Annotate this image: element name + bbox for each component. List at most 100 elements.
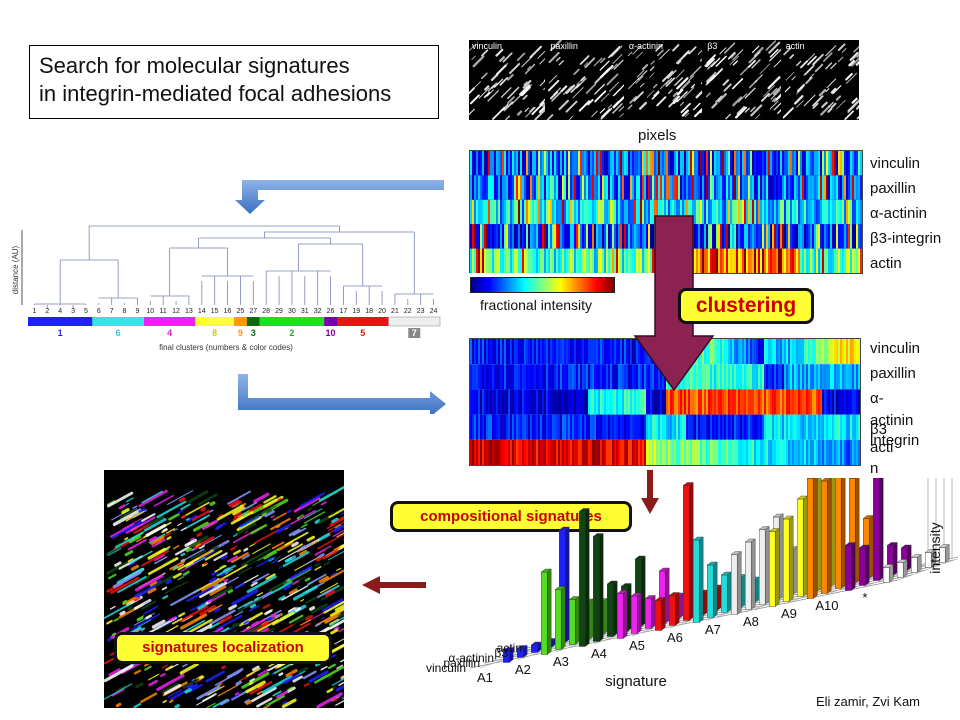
clustering-arrow — [633, 215, 715, 392]
cluster-number: 9 — [238, 328, 243, 338]
bar-A7-1 — [744, 538, 756, 610]
bar-A7-0 — [730, 551, 742, 615]
protein-label: α-actinin — [870, 205, 928, 222]
chart-ylabel: intensity — [927, 522, 943, 573]
image-panel-label: paxillin — [550, 41, 578, 51]
dendrogram-leaf-label: 26 — [327, 308, 335, 315]
title-line-2: in integrin-mediated focal adhesions — [39, 81, 392, 106]
dendrogram-leaf-label: 24 — [430, 308, 438, 315]
dendrogram-leaf-label: 3 — [71, 308, 75, 315]
bar-A7-2 — [758, 526, 770, 605]
signatures-localization-callout: signatures localization — [114, 632, 332, 664]
bar-*-1 — [896, 559, 908, 578]
compositional-signatures-callout: compositional signatures — [390, 501, 632, 532]
dendrogram-leaf-label: 32 — [314, 308, 322, 315]
bar-A2-0 — [540, 568, 552, 655]
bar-A10-2 — [873, 478, 884, 581]
dendrogram-leaf-label: 23 — [417, 308, 425, 315]
bar-A6-1 — [706, 561, 718, 618]
image-panel-actinin: α-actinin — [626, 40, 703, 120]
dendrogram-leaf-label: 13 — [185, 308, 193, 315]
dendrogram-leaf-label: 4 — [58, 308, 62, 315]
category-label: A3 — [553, 654, 569, 669]
dendrogram-leaf-label: 17 — [340, 308, 348, 315]
dendrogram-leaf-label: 18 — [365, 308, 373, 315]
dendrogram-leaf-label: 8 — [123, 308, 127, 315]
bar-A1-1 — [516, 645, 528, 658]
bar-A8-1 — [782, 515, 794, 602]
bar-A1-4 — [558, 526, 570, 643]
cluster-number: 6 — [116, 328, 121, 338]
bar-A5-1 — [668, 592, 680, 626]
dendrogram-leaf-label: 11 — [160, 308, 167, 315]
protein-label: actin — [870, 255, 902, 272]
credit: Eli zamir, Zvi Kam — [816, 694, 921, 709]
dendrogram-leaf-label: 19 — [352, 308, 360, 315]
category-label: A5 — [629, 638, 645, 653]
dendrogram-leaf-label: 9 — [135, 308, 139, 315]
protein-label: vinculin — [870, 155, 921, 172]
dendrogram-leaf-label: 15 — [211, 308, 219, 315]
dendrogram-leaf-label: 16 — [224, 308, 232, 315]
category-label: * — [862, 590, 867, 605]
category-label: A8 — [743, 614, 759, 629]
dendrogram-leaf-label: 6 — [97, 308, 101, 315]
bar-A1-2 — [530, 641, 542, 653]
dendrogram-leaf-label: 12 — [172, 308, 180, 315]
arrow-to-signatures — [641, 470, 659, 514]
image-panel-vinculin: vinculin — [469, 40, 546, 120]
series-label: α-actinin — [448, 651, 494, 665]
protein-label: acti — [870, 439, 894, 456]
compositional-signatures-label: compositional signatures — [420, 508, 602, 525]
dendrogram-leaf-label: 2 — [45, 308, 49, 315]
dendrogram-leaf-label: 1 — [32, 308, 36, 315]
protein-label: β3-integrin — [870, 230, 942, 247]
protein-labels-bottom: vinculin paxillin α- — [870, 336, 920, 411]
cluster-color-bar — [388, 316, 441, 327]
bar-A4-2 — [644, 595, 656, 629]
image-panel-b3: β3 — [704, 40, 781, 120]
bar-A10-1 — [858, 544, 870, 586]
bar-A8-2 — [796, 495, 808, 597]
protein-label: actinin — [870, 412, 914, 429]
series-label: paxillin — [443, 656, 480, 670]
bar-A3-2 — [606, 580, 618, 637]
category-label: A2 — [515, 662, 531, 677]
category-label: A9 — [781, 606, 797, 621]
category-label: A6 — [667, 630, 683, 645]
cluster-number: 3 — [251, 328, 256, 338]
dendrogram-leaf-label: 25 — [237, 308, 245, 315]
bar-A2-2 — [568, 596, 580, 645]
protein-label: vinculin — [870, 340, 921, 357]
category-label: A4 — [591, 646, 607, 661]
category-label: A10 — [815, 598, 838, 613]
bar-A4-0 — [616, 590, 628, 639]
bar-A1-0 — [502, 647, 514, 663]
signatures-localization-label: signatures localization — [142, 639, 304, 656]
bar-A9-0 — [806, 478, 818, 599]
protein-label: integrin — [870, 432, 920, 449]
cluster-color-bar — [195, 317, 234, 326]
dendrogram-leaf-label: 31 — [301, 308, 309, 315]
protein-label: paxillin — [870, 180, 916, 197]
dendrogram-leaf-label: 21 — [391, 308, 399, 315]
cluster-color-bar — [337, 317, 389, 326]
image-panel-paxillin: paxillin — [547, 40, 624, 120]
pixel-heatmap-sorted — [469, 338, 861, 466]
clustering-callout: clustering — [678, 288, 814, 324]
title-box: Search for molecular signatures in integ… — [29, 45, 439, 119]
cluster-number: 5 — [360, 328, 365, 338]
image-panel-label: actin — [785, 41, 805, 51]
image-panel-label: α-actinin — [628, 41, 664, 51]
protein-label: α- — [870, 390, 884, 407]
image-panel-label: vinculin — [472, 41, 503, 51]
dendrogram-footer: final clusters (numbers & color codes) — [159, 343, 293, 352]
colorbar-label: fractional intensity — [480, 297, 593, 313]
arrow-to-localization — [362, 576, 426, 594]
image-panel-actin: actin — [782, 40, 860, 120]
dendrogram-ylabel: distance (AU) — [12, 245, 20, 294]
cluster-number: 10 — [326, 328, 336, 338]
bar-A9-2 — [835, 478, 846, 589]
arrow-to-sorted-heatmap — [238, 374, 446, 414]
dendrogram-leaf-label: 29 — [275, 308, 283, 315]
